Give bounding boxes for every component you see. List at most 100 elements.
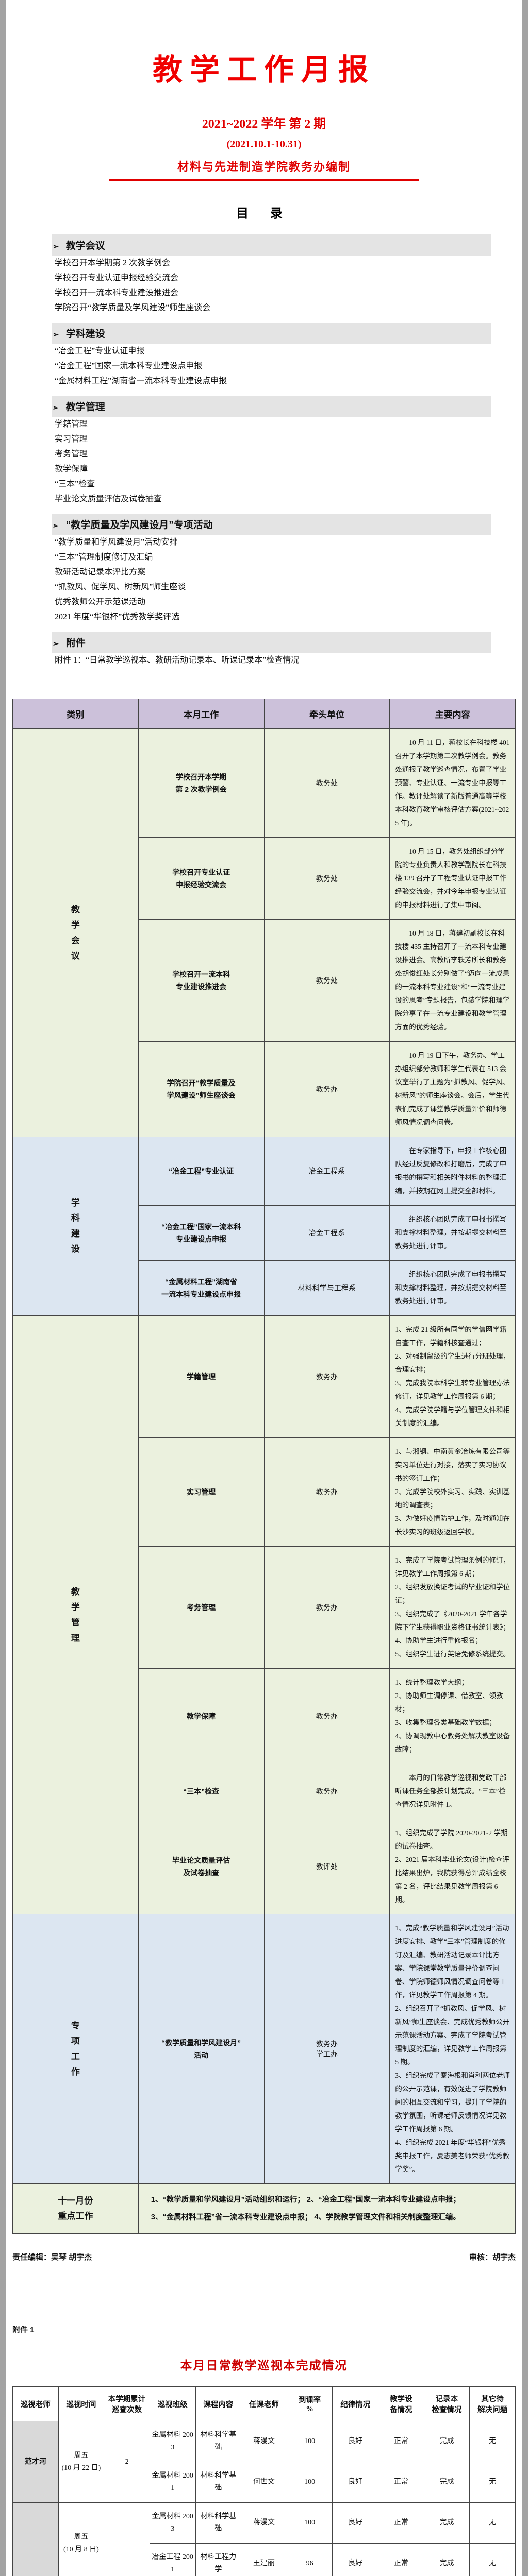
table-row: 教 学 管 理学籍管理 教务办 1、完成 21 级所有同学的学信网学籍自查工作，学籍…	[12, 1315, 516, 1914]
table-row: “金属材料工程”湖南省 一流本科专业建设点申报 材料科学与工程系 组织核心团队完成了…	[13, 1260, 516, 1316]
table-cell: 1、统计整理教学大纲； 2、协助师生调停课、借教室、领教材； 3、收集整理各类基…	[389, 1668, 516, 1764]
table-cell: 良好	[332, 2502, 378, 2544]
table-cell: 100	[286, 2421, 333, 2462]
column-header: 纪律情况	[332, 2386, 378, 2421]
table-cell: 蒋漫文	[241, 2502, 287, 2544]
table-row: 冶金工程 2001 材料工程力学 王建丽 96 良好 正常 完成无	[13, 2543, 516, 2576]
table-cell: 良好	[332, 2543, 378, 2576]
table-cell: 材料工程力学	[195, 2543, 242, 2576]
arrow-bullet-icon: ➢	[53, 639, 59, 648]
toc-item: 教学保障	[55, 465, 88, 473]
table-cell: 1、“教学质量和学风建设月”活动组织和运行； 2、“冶金工程”国家一流本科专业建…	[138, 2183, 516, 2234]
responsible-editors: 责任编辑：吴琴 胡宇杰	[12, 2253, 92, 2262]
table-row: “冶金工程”国家一流本科 专业建设点申报 冶金工程系 组织核心团队完成了申报书撰写和…	[13, 1205, 516, 1261]
table-cell: 材料科学基础	[195, 2421, 242, 2462]
table-cell: 金属材料 2003	[149, 2421, 196, 2462]
toc-section-header: ➢ 附件	[52, 632, 491, 653]
toc-item: 优秀教师公开示范课活动	[55, 598, 146, 606]
column-header: 任课老师	[241, 2386, 287, 2421]
table-row: 实习管理 教务办 1、与湘钢、中南黄金冶炼有限公司等实习单位进行对接，落实了实习协议…	[13, 1437, 516, 1547]
table-cell: 教 学 管 理	[12, 1315, 139, 1914]
table-cell: 正常	[378, 2421, 424, 2462]
table-cell: 10 月 15 日，教务处组织部分学院的专业负责人和教学副院长在科技楼 139 …	[389, 837, 516, 920]
table-cell: 10 月 11 日，蒋校长在科技楼 401 召开了本学期第二次教学例会。教务处通…	[389, 728, 516, 838]
toc-item: 考务管理	[55, 450, 88, 459]
table-of-contents: ➢ 教学会议 学校召开本学期第 2 次教学例会 学校召开专业认证申报经验交流会 学校召开…	[52, 234, 491, 668]
toc-item: “三本”管理制度修订及汇编	[55, 553, 153, 562]
reviewer: 审核：胡宇杰	[469, 2253, 516, 2262]
table-cell: 无	[469, 2502, 516, 2544]
column-header: 巡视班级	[149, 2386, 196, 2421]
table-cell: 1、与湘钢、中南黄金冶炼有限公司等实习单位进行对接，落实了实习协议书的签订工作；…	[389, 1437, 516, 1547]
table-cell: “冶金工程”专业认证	[138, 1137, 265, 1206]
table-row: 刘琦周五 (10 月 8 日)5金属材料 2003材料科学基础蒋漫文100良好正…	[12, 2502, 516, 2576]
table-cell: “教学质量和学风建设月” 活动	[138, 1914, 265, 2184]
table-row: 十一月份 重点工作 1、“教学质量和学风建设月”活动组织和运行； 2、“冶金工程”…	[12, 2183, 516, 2234]
table-cell: 组织核心团队完成了申报书撰写和支撑材料整理，并按期提交材料至教务处进行评审。	[389, 1260, 516, 1316]
toc-item: 学籍管理	[55, 420, 88, 429]
table-row: 学校召开专业认证 申报经验交流会 教务处 10 月 15 日，教务处组织部分学院的专…	[13, 837, 516, 920]
table-cell: 100	[286, 2462, 333, 2503]
table-cell: 刘琦	[12, 2502, 59, 2576]
table-row: 专 项 工 作 “教学质量和学风建设月” 活动 教务办 学工办 1、完成“教学质量和学…	[12, 1914, 516, 2184]
table-cell: 96	[286, 2543, 333, 2576]
report-title: 教学工作月报	[152, 53, 375, 87]
table-cell: 教务办	[263, 1764, 390, 1819]
table-row: 范才河 周五 (10 月 22 日) 2 金属材料 2003 材料科学基础 蒋漫文 100 良…	[12, 2421, 516, 2503]
divider-rule	[109, 179, 419, 181]
cover-section: 教学工作月报 2021~2022 学年 第 2 期 (2021.10.1-10.…	[6, 0, 522, 221]
editors-line: 责任编辑：吴琴 胡宇杰 审核：胡宇杰	[12, 2251, 516, 2262]
table-row: 学校召开一流本科 专业建设推进会 教务处 10 月 18 日，蒋建初副校长在科技楼 …	[13, 919, 516, 1042]
table-row: “三本”检查 教务办 本月的日常教学巡视和党政干部听课任务全部按计划完成。“三本”检…	[13, 1764, 516, 1819]
column-header: 其它待 解决问题	[469, 2386, 516, 2421]
table-cell: 实习管理	[138, 1437, 265, 1547]
toc-section-header: ➢ “教学质量及学风建设月”专项活动	[52, 514, 491, 535]
table-cell: “三本”检查	[138, 1764, 265, 1819]
table-cell: 教务办	[263, 1041, 390, 1137]
arrow-bullet-icon: ➢	[53, 242, 59, 250]
column-header: 巡视老师	[12, 2386, 59, 2421]
page-gap	[6, 668, 522, 699]
table-cell: 学校召开本学期 第 2 次教学例会	[138, 728, 265, 838]
issue-line: 2021~2022 学年 第 2 期	[202, 117, 326, 131]
table-cell: “冶金工程”国家一流本科 专业建设点申报	[138, 1205, 265, 1261]
arrow-bullet-icon: ➢	[53, 330, 59, 338]
toc-item: 学校召开专业认证申报经验交流会	[55, 274, 179, 282]
table-cell: 良好	[332, 2421, 378, 2462]
toc-item: “抓教风、促学风、树新风”师生座谈	[55, 583, 186, 591]
toc-section-header: ➢ 教学会议	[52, 234, 491, 256]
table-cell: 1、完成了学院考试管理条例的修订，详见教学工作周报第 6 期； 2、组织发放换证…	[389, 1546, 516, 1669]
table-cell: 材料科学基础	[195, 2502, 242, 2544]
table-cell: 王建丽	[241, 2543, 287, 2576]
table-cell: 材料科学基础	[195, 2462, 242, 2503]
table-cell: 1、组织完成了学院 2020-2021-2 学期的试卷抽查。 2、2021 届本…	[389, 1819, 516, 1914]
table-cell: 正常	[378, 2502, 424, 2544]
table-cell: 冶金工程系	[263, 1137, 390, 1206]
monthly-work-table: 类别 本月工作 牵头单位 主要内容教 学 会 议学校召开本学期 第 2 次教学例会 教务…	[6, 699, 522, 2234]
table-cell: 教务办 学工办	[263, 1914, 390, 2184]
table-row: 教学保障 教务办 1、统计整理教学大纲； 2、协助师生调停课、借教室、领教材； 3、…	[13, 1668, 516, 1764]
table-cell: 良好	[332, 2462, 378, 2503]
table-cell: 在专家指导下，申报工作核心团队经过反复修改和打磨后，完成了申报书的撰写和相关附件…	[389, 1137, 516, 1206]
table-cell: 正常	[378, 2462, 424, 2503]
table-cell: 2	[104, 2421, 150, 2503]
publisher-line: 材料与先进制造学院教务办编制	[177, 160, 351, 173]
table-cell: 1、完成“教学质量和学风建设月”活动进度安排、教学“三本”管理制度的修订及汇编、…	[389, 1914, 516, 2184]
table-cell: 10 月 18 日，蒋建初副校长在科技楼 435 主持召开了一流本科专业建设推进…	[389, 919, 516, 1042]
toc-item: “金属材料工程”湖南省一流本科专业建设点申报	[55, 377, 227, 385]
table-cell: 十一月份 重点工作	[12, 2183, 139, 2234]
table-cell: 蒋漫文	[241, 2421, 287, 2462]
table-cell: 无	[469, 2462, 516, 2503]
data-table: 类别 本月工作 牵头单位 主要内容教 学 会 议学校召开本学期 第 2 次教学例会 教务…	[12, 699, 516, 2234]
column-header: 课程内容	[195, 2386, 242, 2421]
table-row: 教 学 会 议学校召开本学期 第 2 次教学例会 教务处 10 月 11 日，蒋校长…	[12, 728, 516, 1137]
toc-item: “三本”检查	[55, 480, 95, 488]
column-header: 巡视时间	[58, 2386, 105, 2421]
table-cell: 毕业论文质量评估 及试卷抽查	[138, 1819, 265, 1914]
table-cell: 教学保障	[138, 1668, 265, 1764]
toc-item: 2021 年度“华银杯”优秀教学奖评选	[55, 613, 180, 621]
table-cell: 冶金工程 2001	[149, 2543, 196, 2576]
table-cell: 教务办	[263, 1315, 390, 1438]
toc-item: 实习管理	[55, 435, 88, 444]
table-row: 考务管理 教务办 1、完成了学院考试管理条例的修订，详见教学工作周报第 6 期； 2…	[13, 1546, 516, 1669]
